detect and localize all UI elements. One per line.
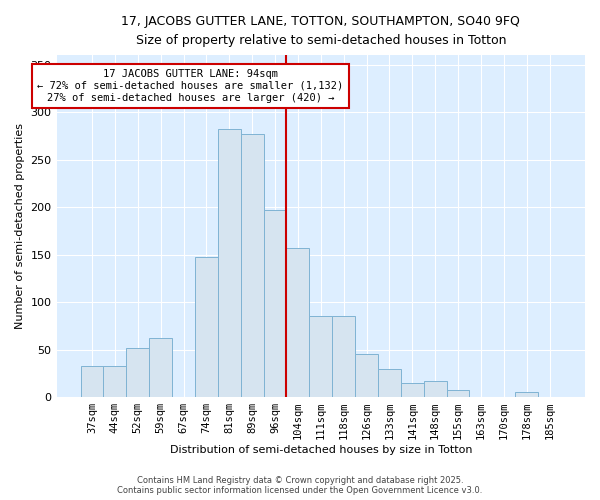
Bar <box>515 392 538 397</box>
Bar <box>80 366 103 397</box>
Bar <box>401 383 424 397</box>
Bar <box>355 354 378 397</box>
Bar <box>218 129 241 397</box>
Bar <box>241 134 263 397</box>
Title: 17, JACOBS GUTTER LANE, TOTTON, SOUTHAMPTON, SO40 9FQ
Size of property relative : 17, JACOBS GUTTER LANE, TOTTON, SOUTHAMP… <box>121 15 520 47</box>
Text: 17 JACOBS GUTTER LANE: 94sqm
← 72% of semi-detached houses are smaller (1,132)
2: 17 JACOBS GUTTER LANE: 94sqm ← 72% of se… <box>37 70 343 102</box>
X-axis label: Distribution of semi-detached houses by size in Totton: Distribution of semi-detached houses by … <box>170 445 472 455</box>
Bar <box>446 390 469 397</box>
Bar <box>286 248 310 397</box>
Bar <box>378 368 401 397</box>
Bar <box>127 348 149 397</box>
Bar <box>424 381 446 397</box>
Bar <box>103 366 127 397</box>
Bar <box>332 316 355 397</box>
Y-axis label: Number of semi-detached properties: Number of semi-detached properties <box>15 123 25 329</box>
Bar <box>263 210 286 397</box>
Bar <box>195 258 218 397</box>
Text: Contains HM Land Registry data © Crown copyright and database right 2025.
Contai: Contains HM Land Registry data © Crown c… <box>118 476 482 495</box>
Bar <box>310 316 332 397</box>
Bar <box>149 338 172 397</box>
